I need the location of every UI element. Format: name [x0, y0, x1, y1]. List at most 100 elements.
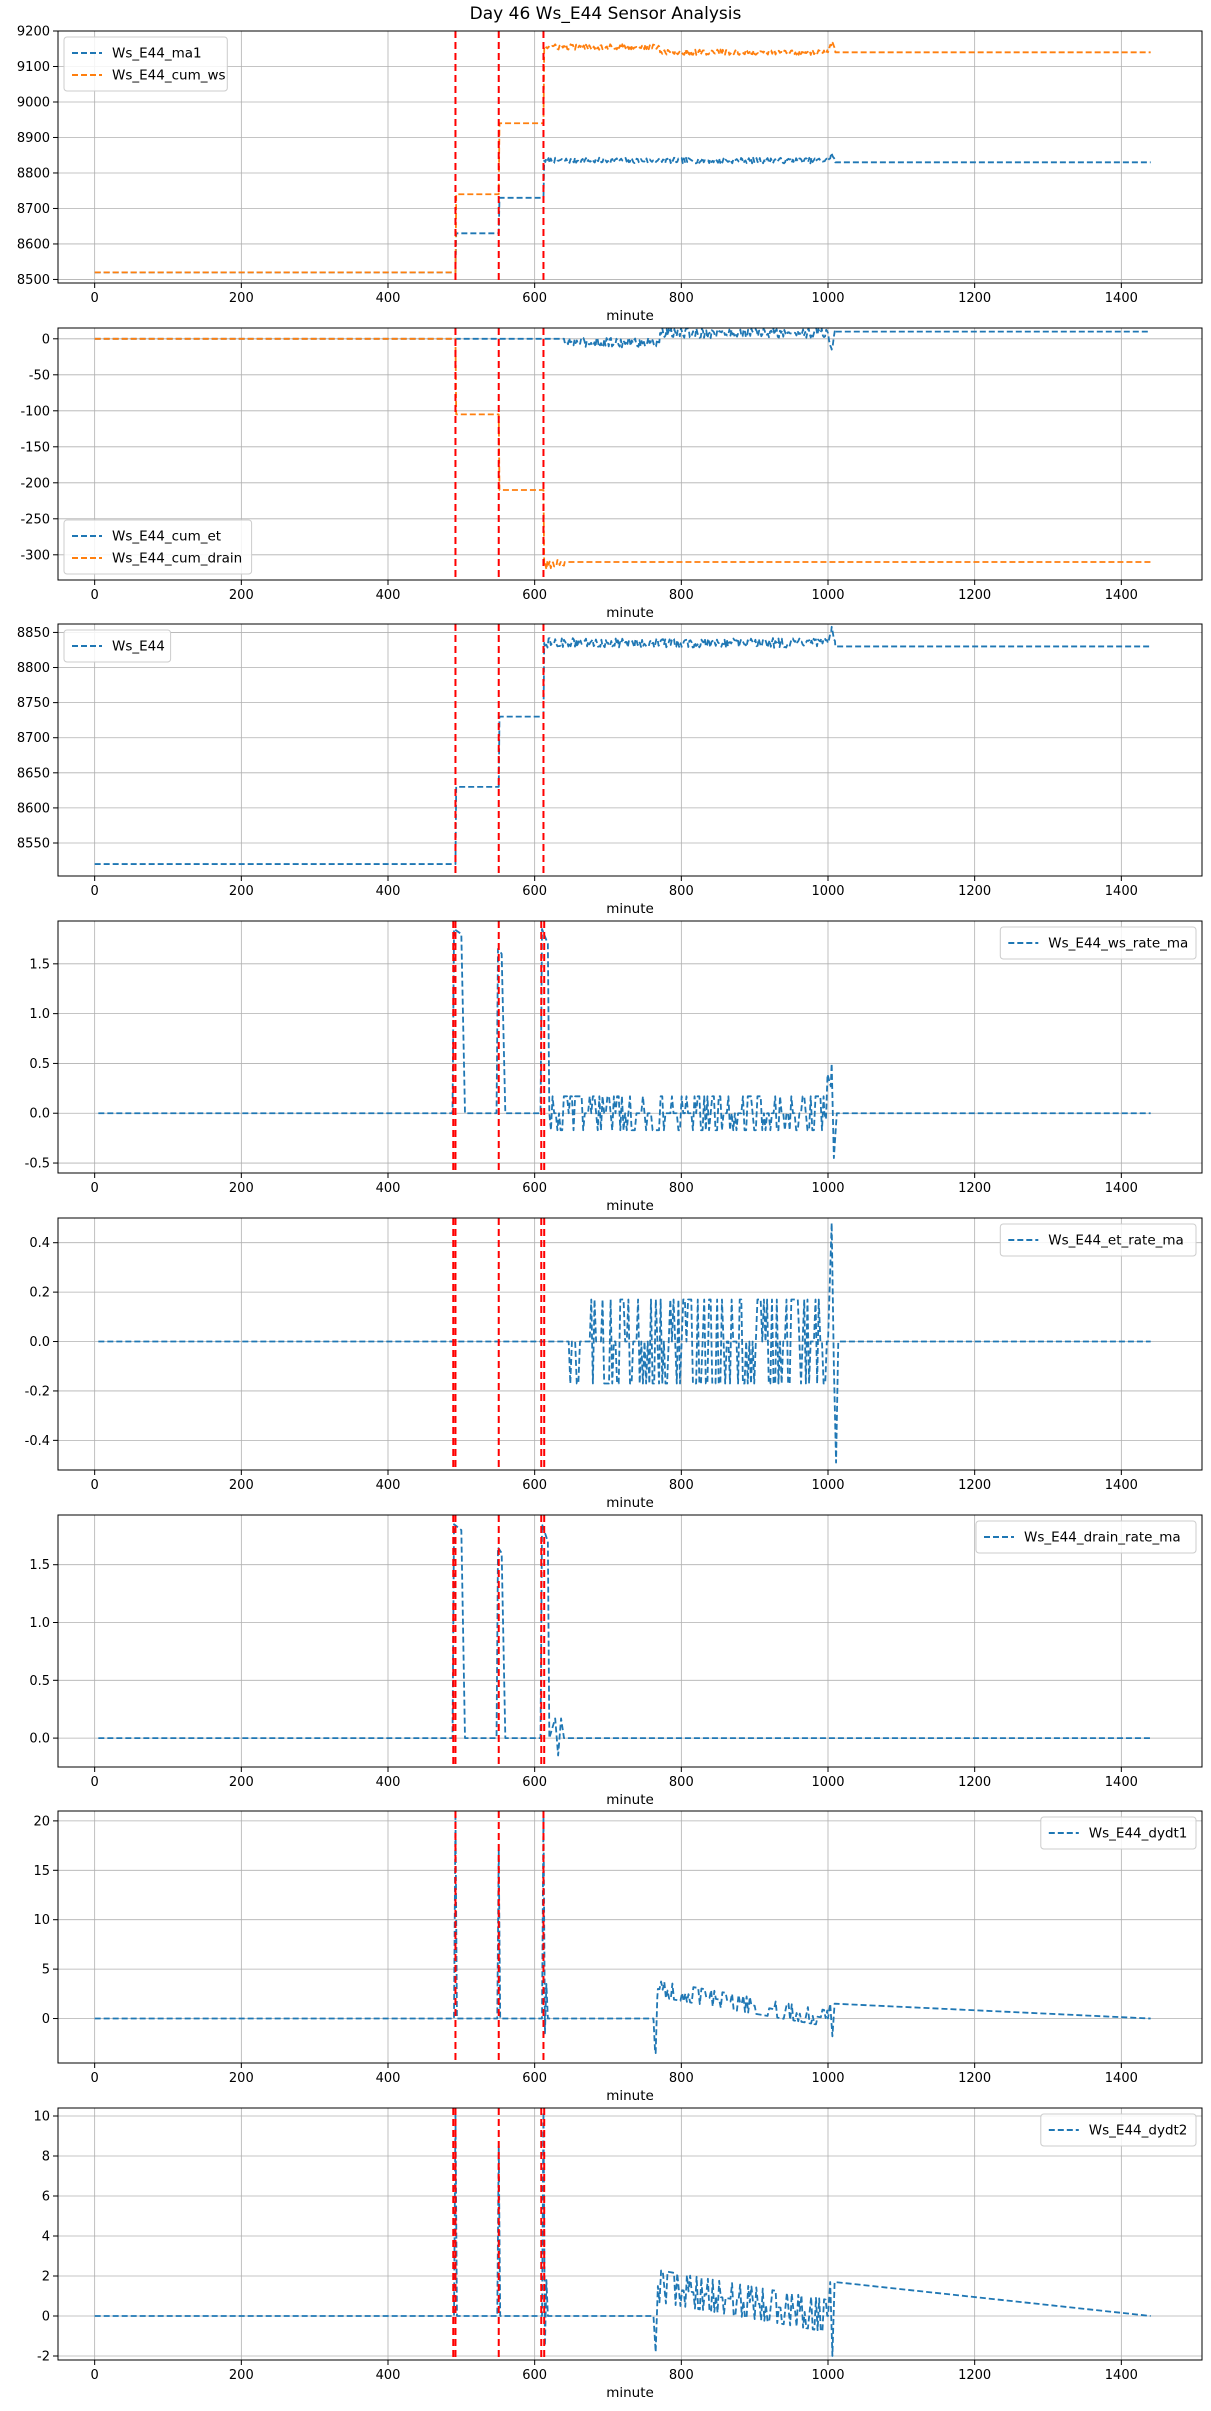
y-tick-label: 5	[42, 1963, 50, 1978]
series-line-Ws_E44_ws_rate_ma	[98, 928, 1151, 1159]
y-tick-label: 0	[42, 2310, 50, 2325]
y-tick-label: 8750	[17, 696, 50, 711]
y-tick-label: -250	[20, 512, 50, 527]
y-tick-label: 8	[42, 2150, 50, 2165]
legend-box	[999, 926, 1197, 960]
x-tick-label: 600	[522, 1478, 547, 1493]
legend: Ws_E44	[63, 629, 172, 663]
x-tick-label: 200	[229, 1775, 254, 1790]
x-tick-label: 800	[669, 291, 694, 306]
x-tick-label: 1400	[1105, 884, 1138, 899]
x-axis-label: minute	[606, 605, 654, 621]
y-tick-label: 8700	[17, 731, 50, 746]
x-tick-label: 1400	[1105, 1181, 1138, 1196]
legend-label: Ws_E44	[112, 639, 165, 655]
plot-area	[94, 31, 1151, 283]
plot-area	[94, 328, 1151, 580]
x-axis-label: minute	[606, 2088, 654, 2104]
x-tick-label: 0	[91, 291, 99, 306]
y-tick-label: 0.0	[29, 1335, 50, 1350]
legend-box	[999, 1223, 1197, 1257]
y-tick-label: 9200	[17, 25, 50, 40]
y-tick-label: -150	[20, 440, 50, 455]
plot-frame	[57, 920, 1203, 1174]
y-tick-label: 8550	[17, 837, 50, 852]
legend: Ws_E44_dydt2	[1040, 2113, 1197, 2147]
y-tick-label: -0.5	[25, 1157, 50, 1172]
legend: Ws_E44_ws_rate_ma	[999, 926, 1197, 960]
legend: Ws_E44_et_rate_ma	[999, 1223, 1197, 1257]
y-tick-label: 8600	[17, 237, 50, 252]
y-tick-label: -0.4	[25, 1434, 50, 1449]
plot-area	[98, 1515, 1151, 1767]
y-tick-label: 8900	[17, 131, 50, 146]
legend-label: Ws_E44_cum_et	[112, 529, 221, 545]
x-tick-label: 600	[522, 884, 547, 899]
y-tick-label: 1.5	[29, 1558, 50, 1573]
plot-area	[94, 2108, 1151, 2360]
y-tick-label: 0	[42, 332, 50, 347]
x-tick-label: 800	[669, 1775, 694, 1790]
y-tick-label: 1.0	[29, 1007, 50, 1022]
x-tick-label: 1200	[958, 1478, 991, 1493]
series-line-Ws_E44_et_rate_ma	[98, 1222, 1151, 1464]
series-line-Ws_E44_dydt2	[94, 2111, 1151, 2357]
y-tick-label: 8850	[17, 626, 50, 641]
plot-area	[98, 921, 1151, 1173]
plot-frame	[57, 623, 1203, 877]
legend-label: Ws_E44_cum_drain	[112, 551, 242, 567]
x-tick-label: 1000	[811, 2368, 844, 2383]
y-tick-label: 8600	[17, 801, 50, 816]
y-tick-label: -0.2	[25, 1384, 50, 1399]
y-tick-label: 10	[33, 1913, 50, 1928]
x-tick-label: 0	[91, 588, 99, 603]
x-tick-label: 600	[522, 588, 547, 603]
legend-label: Ws_E44_drain_rate_ma	[1024, 1530, 1181, 1546]
y-tick-label: 8650	[17, 766, 50, 781]
y-tick-label: 0.5	[29, 1057, 50, 1072]
x-tick-label: 0	[91, 2368, 99, 2383]
legend-label: Ws_E44_dydt2	[1089, 2123, 1188, 2139]
series-line-Ws_E44_cum_drain	[94, 337, 1151, 571]
y-tick-label: 10	[33, 2110, 50, 2125]
y-tick-label: 9100	[17, 60, 50, 75]
x-tick-label: 800	[669, 884, 694, 899]
subplot-8: 0 200 400 600 800 1000 1200 1400 -2 0 2 4 6 8 10 minute…	[33, 2107, 1203, 2401]
legend-label: Ws_E44_ws_rate_ma	[1048, 936, 1188, 952]
series-line-Ws_E44_cum_et	[94, 328, 1151, 351]
plot-frame	[57, 2107, 1203, 2361]
x-tick-label: 0	[91, 884, 99, 899]
y-tick-label: 0.2	[29, 1286, 50, 1301]
y-tick-label: 2	[42, 2270, 50, 2285]
legend-label: Ws_E44_et_rate_ma	[1048, 1233, 1184, 1249]
subplot-4: 0 200 400 600 800 1000 1200 1400 -0.5 0.0 0.5 1.0 1.…	[25, 920, 1203, 1214]
x-tick-label: 1200	[958, 588, 991, 603]
legend-label: Ws_E44_dydt1	[1089, 1826, 1188, 1842]
y-tick-label: -300	[20, 548, 50, 563]
x-tick-label: 800	[669, 588, 694, 603]
legend-box	[1040, 1816, 1197, 1850]
x-tick-label: 400	[376, 588, 401, 603]
plot-frame	[57, 1514, 1203, 1768]
figure-title: Day 46 Ws_E44 Sensor Analysis	[469, 4, 742, 24]
plot-frame	[57, 1810, 1203, 2064]
x-axis-label: minute	[606, 1495, 654, 1511]
x-axis-label: minute	[606, 308, 654, 324]
x-tick-label: 1000	[811, 1478, 844, 1493]
x-tick-label: 1000	[811, 884, 844, 899]
x-tick-label: 1200	[958, 884, 991, 899]
x-tick-label: 400	[376, 1775, 401, 1790]
y-tick-label: 0.0	[29, 1107, 50, 1122]
subplot-2: 0 200 400 600 800 1000 1200 1400 0 -50 -100 -150 -20…	[20, 327, 1203, 621]
plot-area	[94, 624, 1151, 876]
x-tick-label: 600	[522, 1775, 547, 1790]
y-tick-label: -200	[20, 476, 50, 491]
x-tick-label: 200	[229, 884, 254, 899]
x-tick-label: 800	[669, 2071, 694, 2086]
x-tick-label: 800	[669, 1181, 694, 1196]
legend-label: Ws_E44_ma1	[112, 46, 202, 62]
x-tick-label: 0	[91, 1181, 99, 1196]
subplot-7: 0 200 400 600 800 1000 1200 1400 0 5 10 15 20 minute W…	[33, 1810, 1203, 2104]
x-tick-label: 200	[229, 1478, 254, 1493]
